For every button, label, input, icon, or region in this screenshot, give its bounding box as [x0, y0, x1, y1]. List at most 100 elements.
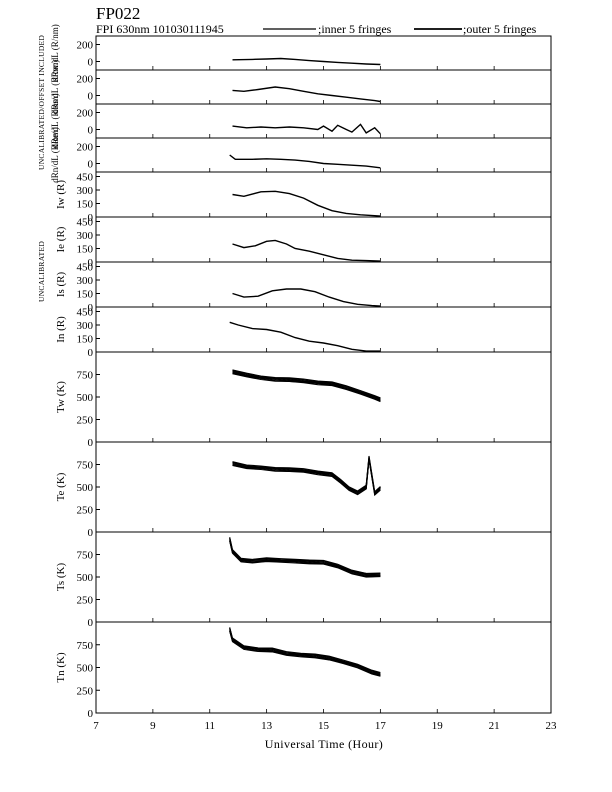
series-line — [232, 372, 381, 402]
series-line — [229, 631, 381, 677]
y-tick-label: 0 — [88, 57, 94, 69]
panel-frame — [95, 69, 552, 105]
y-tick-label: 200 — [77, 108, 94, 120]
y-tick-label: 250 — [77, 415, 94, 427]
y-tick-label: 250 — [77, 505, 94, 517]
y-axis-label: dRe/dL (R/nm) — [50, 94, 60, 149]
x-tick-label: 17 — [375, 720, 387, 732]
x-tick-label: 21 — [489, 720, 500, 732]
series-line — [232, 373, 381, 403]
series-line — [232, 372, 381, 402]
series-line — [232, 455, 381, 493]
y-tick-label: 750 — [77, 640, 94, 652]
series-line — [232, 457, 381, 495]
panel-ts: 0 250 500 750 Ts (K) — [55, 531, 552, 629]
panel-te: 0 250 500 750 Te (K) — [55, 441, 552, 539]
panel-frame — [95, 351, 552, 443]
y-tick-label: 0 — [88, 257, 94, 269]
panel-frame — [95, 261, 552, 308]
y-tick-label: 200 — [77, 74, 94, 86]
x-tick-label: 19 — [432, 720, 444, 732]
y-tick-label: 150 — [77, 199, 94, 211]
y-axis-label: Ts (K) — [55, 563, 67, 592]
y-tick-label: 0 — [88, 437, 94, 449]
y-tick-label: 150 — [77, 244, 94, 256]
panel-frame — [95, 103, 552, 139]
y-axis-label: dRn/dL (R/nm) — [50, 127, 60, 182]
series-line — [232, 456, 381, 494]
series-line — [232, 459, 381, 497]
y-tick-label: 750 — [77, 460, 94, 472]
y-tick-label: 0 — [88, 125, 94, 137]
series-line — [229, 537, 381, 574]
series-line — [229, 540, 381, 578]
y-tick-label: 300 — [77, 185, 94, 197]
series-line — [229, 538, 381, 576]
y-tick-label: 0 — [88, 617, 94, 629]
y-tick-label: 750 — [77, 370, 94, 382]
legend-inner-label: ;inner 5 fringes — [318, 22, 392, 36]
y-tick-label: 150 — [77, 334, 94, 346]
x-tick-label: 11 — [204, 720, 215, 732]
series-line — [232, 123, 381, 135]
y-axis-label: Tw (K) — [55, 381, 67, 413]
y-tick-label: 0 — [88, 159, 94, 171]
figure-subtitle: FPI 630nm 101030111945 — [96, 22, 224, 36]
panel-frame — [95, 137, 552, 173]
y-tick-label: 500 — [77, 482, 94, 494]
x-tick-label: 7 — [93, 720, 99, 732]
panel-frame — [95, 441, 552, 533]
y-tick-label: 200 — [77, 40, 94, 52]
series-line — [229, 539, 381, 577]
series-line — [232, 190, 381, 217]
series-line — [232, 458, 381, 495]
y-tick-label: 0 — [88, 91, 94, 103]
y-tick-label: 250 — [77, 595, 94, 607]
panel-drn: 0 200 dRn/dL (R/nm) — [50, 127, 552, 183]
panel-tn: 0 250 500 750 Tn (K) 7 9 11 13 15 17 19 21 23 — [55, 621, 558, 732]
panel-dre: 0 200 dRe/dL (R/nm) — [50, 94, 552, 149]
y-tick-label: 0 — [88, 212, 94, 224]
panel-frame — [95, 306, 552, 353]
series-line — [229, 540, 381, 578]
panels: 0 200 dRw/dL (R/nm) 0 200 dRs/dL (R/nm) 0 200 dR… — [50, 24, 557, 732]
y-axis-label: Te (K) — [55, 472, 67, 501]
panel-frame — [95, 531, 552, 623]
y-axis-label: Iw (R) — [55, 180, 67, 209]
y-tick-label: 300 — [77, 230, 94, 242]
y-tick-label: 200 — [77, 142, 94, 154]
y-tick-label: 300 — [77, 320, 94, 332]
x-axis-label: Universal Time (Hour) — [265, 737, 383, 751]
x-tick-label: 13 — [261, 720, 273, 732]
x-tick-label: 15 — [318, 720, 330, 732]
y-tick-label: 0 — [88, 708, 94, 720]
series-line — [232, 57, 381, 66]
y-tick-label: 450 — [77, 217, 94, 229]
series-line — [232, 86, 381, 103]
series-line — [229, 630, 381, 677]
y-axis-label: dRs/dL (R/nm) — [50, 60, 60, 114]
series-line — [229, 154, 381, 169]
y-axis-label: Is (R) — [55, 271, 67, 297]
y-tick-label: 450 — [77, 262, 94, 274]
series-line — [232, 288, 381, 307]
series-line — [232, 458, 381, 495]
y-axis-label: Ie (R) — [55, 226, 67, 252]
series-line — [229, 321, 381, 352]
panel-frame — [95, 621, 552, 714]
y-tick-label: 450 — [77, 307, 94, 319]
series-line — [232, 239, 381, 262]
panel-frame — [95, 171, 552, 218]
figure-title: FP022 — [96, 4, 140, 23]
x-tick-label: 9 — [150, 720, 156, 732]
series-line — [232, 459, 381, 496]
x-tick-label: 23 — [546, 720, 558, 732]
y-tick-label: 500 — [77, 392, 94, 404]
y-tick-label: 300 — [77, 275, 94, 287]
series-line — [229, 537, 381, 575]
y-tick-label: 0 — [88, 347, 94, 359]
